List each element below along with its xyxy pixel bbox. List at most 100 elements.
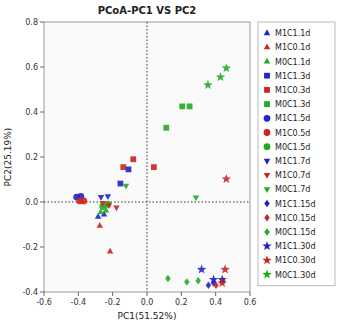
y-tick-label: -0.2 (22, 243, 38, 252)
legend-marker (264, 58, 270, 64)
legend-marker (264, 159, 270, 165)
x-tick (78, 292, 79, 296)
point (216, 72, 225, 81)
point (97, 222, 103, 228)
point (179, 103, 185, 109)
x-tick-label: 0.6 (244, 298, 257, 307)
x-label: PC1(51.52%) (118, 311, 177, 321)
x-tick-label: 0.0 (141, 298, 154, 307)
point (195, 277, 200, 284)
series (203, 63, 231, 89)
x-tick (44, 292, 45, 296)
legend-marker (264, 29, 270, 35)
legend-marker (264, 214, 269, 221)
point (123, 184, 129, 190)
y-tick (40, 112, 44, 113)
legend-label: M0C1.5d (275, 143, 310, 152)
x-tick (112, 292, 113, 296)
point (118, 181, 124, 187)
y-tick (40, 247, 44, 248)
y-tick (40, 67, 44, 68)
point (220, 265, 229, 274)
legend: M1C1.1d M1C0.1d M0C1.1d M1C1.3d M1C0.3d M0C1.… (258, 22, 335, 286)
point (120, 164, 126, 170)
legend-label: M1C0.15d (275, 214, 315, 223)
x-tick-label: -0.6 (36, 298, 52, 307)
point (130, 156, 136, 162)
point (99, 201, 105, 207)
point (187, 103, 193, 109)
x-tick (215, 292, 216, 296)
point (105, 194, 111, 200)
legend-label: M1C1.1d (275, 29, 310, 38)
point (222, 63, 231, 72)
legend-label: M1C1.5d (275, 114, 310, 123)
legend-label: M0C1.3d (275, 100, 310, 109)
point (193, 195, 199, 201)
y-tick-label: 0.4 (25, 108, 38, 117)
point (80, 197, 87, 204)
y-tick-label: -0.4 (22, 288, 38, 297)
legend-marker (264, 228, 269, 235)
point (126, 166, 132, 172)
legend-marker (264, 73, 270, 79)
point (218, 278, 227, 287)
x-tick (181, 292, 182, 296)
y-tick-label: 0.8 (25, 18, 38, 27)
legend-marker (264, 129, 271, 136)
series (99, 201, 119, 211)
point (206, 282, 211, 289)
series (99, 201, 111, 210)
point (107, 248, 113, 254)
point (113, 206, 119, 212)
legend-label: M1C0.1d (275, 43, 310, 52)
series (76, 197, 87, 204)
y-tick-label: 0.2 (25, 153, 38, 162)
legend-marker (264, 143, 271, 150)
series (163, 103, 192, 130)
legend-label: M0C1.30d (275, 271, 315, 280)
y-tick (40, 202, 44, 203)
series (120, 156, 156, 170)
reference-line (147, 22, 148, 292)
point (209, 275, 218, 284)
legend-label: M1C0.3d (275, 86, 310, 95)
point (98, 195, 104, 201)
legend-label: M1C0.5d (275, 129, 310, 138)
x-tick (250, 292, 251, 296)
legend-label: M1C1.7d (275, 157, 310, 166)
legend-marker (264, 173, 270, 179)
legend-box (258, 22, 335, 286)
legend-label: M1C1.3d (275, 72, 310, 81)
point (165, 275, 170, 282)
series (165, 275, 201, 286)
legend-marker (264, 115, 271, 122)
x-tick-label: 0.4 (209, 298, 222, 307)
y-tick-label: 0.0 (25, 198, 38, 207)
legend-label: M0C1.7d (275, 185, 310, 194)
point (197, 265, 206, 274)
series (98, 194, 111, 200)
y-tick (40, 157, 44, 158)
y-label: PC2(25.19%) (3, 128, 13, 187)
point (184, 278, 189, 285)
legend-marker (264, 187, 270, 193)
legend-label: M1C1.30d (275, 242, 315, 251)
plot-area (44, 22, 250, 292)
chart: -0.6-0.4-0.20.00.20.40.6-0.4-0.20.00.20.… (0, 0, 338, 333)
y-tick (40, 22, 44, 23)
legend-marker (264, 101, 270, 107)
series (123, 184, 199, 201)
point (203, 80, 212, 89)
point (222, 174, 231, 183)
legend-label: M1C1.15d (275, 200, 315, 209)
x-tick-label: -0.2 (105, 298, 121, 307)
y-tick-label: 0.6 (25, 63, 38, 72)
x-tick (147, 292, 148, 296)
point (106, 203, 112, 209)
x-tick-label: -0.4 (71, 298, 87, 307)
legend-marker (262, 255, 271, 264)
legend-label: M1C0.7d (275, 171, 310, 180)
legend-marker (262, 270, 271, 279)
legend-label: M0C1.1d (275, 58, 310, 67)
